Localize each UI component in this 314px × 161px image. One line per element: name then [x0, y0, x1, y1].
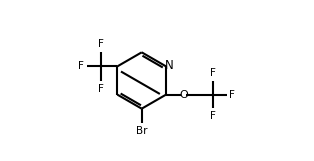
Text: F: F [78, 61, 84, 71]
Text: O: O [179, 90, 188, 100]
Text: N: N [165, 59, 174, 72]
Text: F: F [98, 84, 104, 94]
Text: F: F [210, 68, 216, 78]
Text: Br: Br [136, 126, 148, 136]
Text: F: F [210, 111, 216, 121]
Text: F: F [98, 39, 104, 49]
Text: F: F [229, 90, 235, 100]
